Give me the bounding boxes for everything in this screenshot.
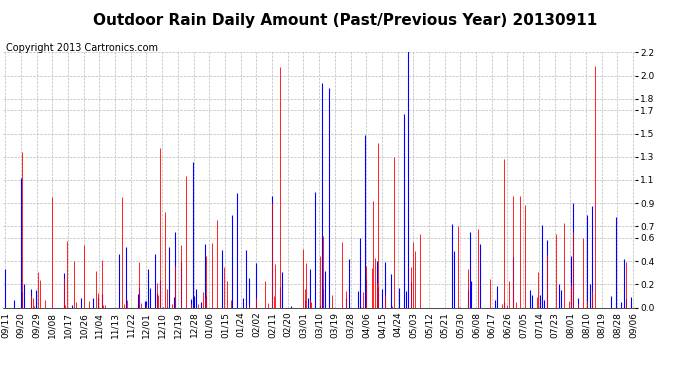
Text: Outdoor Rain Daily Amount (Past/Previous Year) 20130911: Outdoor Rain Daily Amount (Past/Previous…	[93, 13, 597, 28]
Text: Copyright 2013 Cartronics.com: Copyright 2013 Cartronics.com	[6, 43, 157, 53]
Text: Previous (Inches): Previous (Inches)	[444, 34, 540, 44]
Text: Past (Inches): Past (Inches)	[551, 34, 622, 44]
